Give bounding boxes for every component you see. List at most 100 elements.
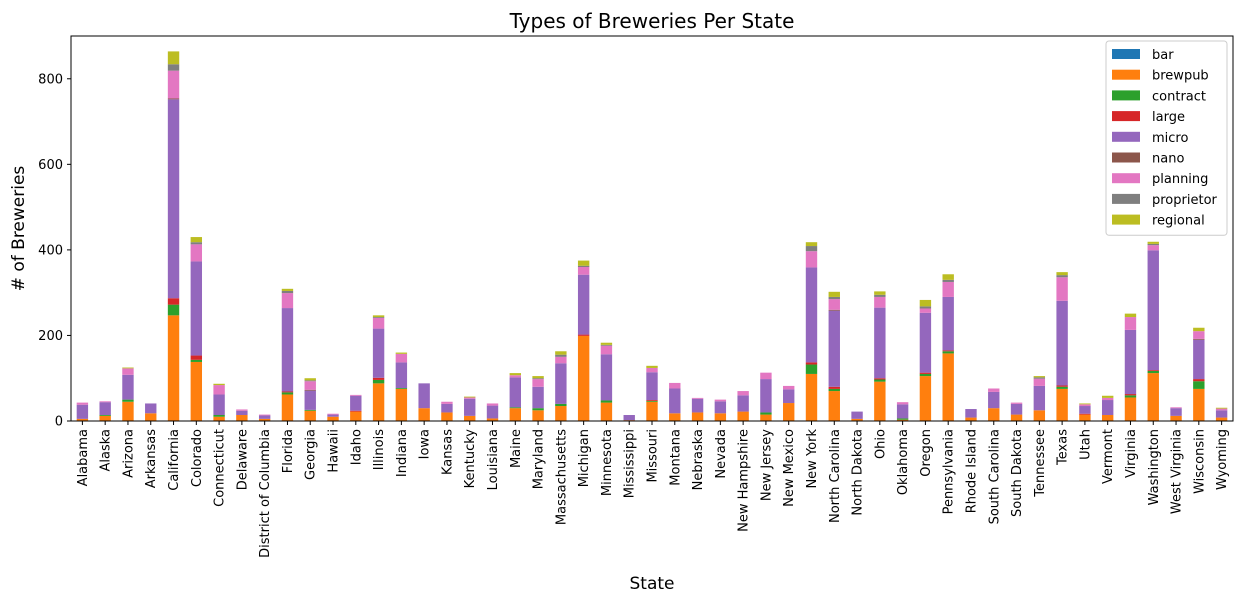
x-tick-label: California xyxy=(167,429,182,491)
bar-contract xyxy=(896,418,909,420)
bar-micro xyxy=(1124,329,1137,395)
bar-regional xyxy=(874,291,886,295)
bar-regional xyxy=(828,291,840,297)
bar-regional xyxy=(1124,313,1137,318)
bar-micro xyxy=(441,403,453,413)
bar-micro xyxy=(874,307,886,379)
bar-large xyxy=(190,355,203,360)
bar-planning xyxy=(988,388,1000,392)
bar-micro xyxy=(577,274,590,335)
bar-proprietor xyxy=(942,279,954,282)
bar-planning xyxy=(942,281,954,297)
x-tick-label: Nevada xyxy=(714,429,729,479)
x-tick-label: West Virginia xyxy=(1170,429,1185,514)
x-tick-label: Washington xyxy=(1147,429,1162,505)
bar-contract xyxy=(509,407,521,409)
bar-planning xyxy=(76,402,89,405)
bar-brewpub xyxy=(1124,397,1137,421)
y-tick-label: 600 xyxy=(38,158,63,173)
bar-planning xyxy=(281,293,294,309)
bar-planning xyxy=(600,345,613,355)
bar-micro xyxy=(737,395,749,412)
bar-brewpub xyxy=(760,414,772,421)
bar-proprietor xyxy=(281,290,294,294)
plot-frame xyxy=(70,35,1234,422)
bar-regional xyxy=(1215,407,1228,409)
bar-micro xyxy=(600,354,613,401)
bar-planning xyxy=(395,353,408,363)
bar-proprietor xyxy=(304,380,316,382)
bar-brewpub xyxy=(600,402,613,421)
bar-planning xyxy=(99,401,111,403)
bar-regional xyxy=(555,351,567,355)
bar-large xyxy=(1147,370,1159,371)
bar-micro xyxy=(555,363,567,404)
bar-brewpub xyxy=(213,416,225,421)
bar-micro xyxy=(691,398,704,413)
bar-proprietor xyxy=(828,296,840,300)
bar-brewpub xyxy=(236,415,248,421)
bar-planning xyxy=(1101,397,1114,401)
bar-regional xyxy=(805,242,818,247)
bar-brewpub xyxy=(395,388,408,421)
bar-micro xyxy=(714,401,727,414)
x-tick-label: Texas xyxy=(1056,429,1071,466)
bar-brewpub xyxy=(965,417,977,421)
bar-planning xyxy=(691,397,704,399)
bar-regional xyxy=(190,237,203,243)
bar-regional xyxy=(942,274,954,280)
bar-brewpub xyxy=(805,373,818,421)
bar-contract xyxy=(828,388,840,392)
x-tick-label: Massachusetts xyxy=(554,429,569,525)
bar-nano xyxy=(1193,338,1205,340)
bar-micro xyxy=(1033,385,1046,411)
x-tick-label: Wyoming xyxy=(1215,429,1230,490)
bar-planning xyxy=(486,403,499,406)
bar-regional xyxy=(1101,395,1114,398)
x-tick-label: Arkansas xyxy=(144,429,159,488)
bar-micro xyxy=(418,383,430,409)
bar-large xyxy=(805,362,818,365)
bar-brewpub xyxy=(691,412,704,421)
bar-planning xyxy=(464,397,476,399)
legend-swatch-large xyxy=(1112,111,1140,122)
bar-brewpub xyxy=(646,401,658,421)
bar-brewpub xyxy=(737,411,749,421)
bar-planning xyxy=(1079,404,1091,407)
y-axis: 0 200 400 600 800 xyxy=(38,72,71,430)
bar-planning xyxy=(167,70,180,99)
legend-label-proprietor: proprietor xyxy=(1152,193,1218,208)
bar-micro xyxy=(828,310,840,387)
bar-proprietor xyxy=(1147,243,1159,246)
bar-brewpub xyxy=(441,412,453,421)
bar-regional xyxy=(1033,376,1046,378)
bar-brewpub xyxy=(99,415,111,421)
bar-brewpub xyxy=(1056,388,1068,421)
bar-brewpub xyxy=(464,415,476,421)
bar-micro xyxy=(1215,410,1228,418)
bar-micro xyxy=(1193,339,1205,380)
bar-proprietor xyxy=(577,265,590,267)
bar-micro xyxy=(623,415,635,421)
bar-micro xyxy=(988,391,1000,409)
bar-regional xyxy=(1193,327,1205,332)
bar-brewpub xyxy=(281,394,294,421)
bar-contract xyxy=(760,412,772,415)
bar-brewpub xyxy=(418,408,430,421)
bar-regional xyxy=(304,378,316,381)
bar-brewpub xyxy=(532,410,544,421)
bar-micro xyxy=(896,404,909,419)
legend-swatch-regional xyxy=(1112,214,1140,225)
x-tick-label: New Mexico xyxy=(782,429,797,507)
bar-large xyxy=(1056,385,1068,387)
bar-micro xyxy=(167,99,180,299)
x-tick-label: North Carolina xyxy=(828,429,843,523)
bar-regional xyxy=(646,365,658,368)
y-tick-label: 200 xyxy=(38,329,63,344)
bar-planning xyxy=(919,308,932,313)
x-tick-label: South Carolina xyxy=(987,429,1002,524)
bar-micro xyxy=(304,390,316,410)
bar-contract xyxy=(167,304,180,316)
x-tick-label: Pennsylvania xyxy=(942,429,957,514)
x-tick-label: Alabama xyxy=(76,429,91,486)
